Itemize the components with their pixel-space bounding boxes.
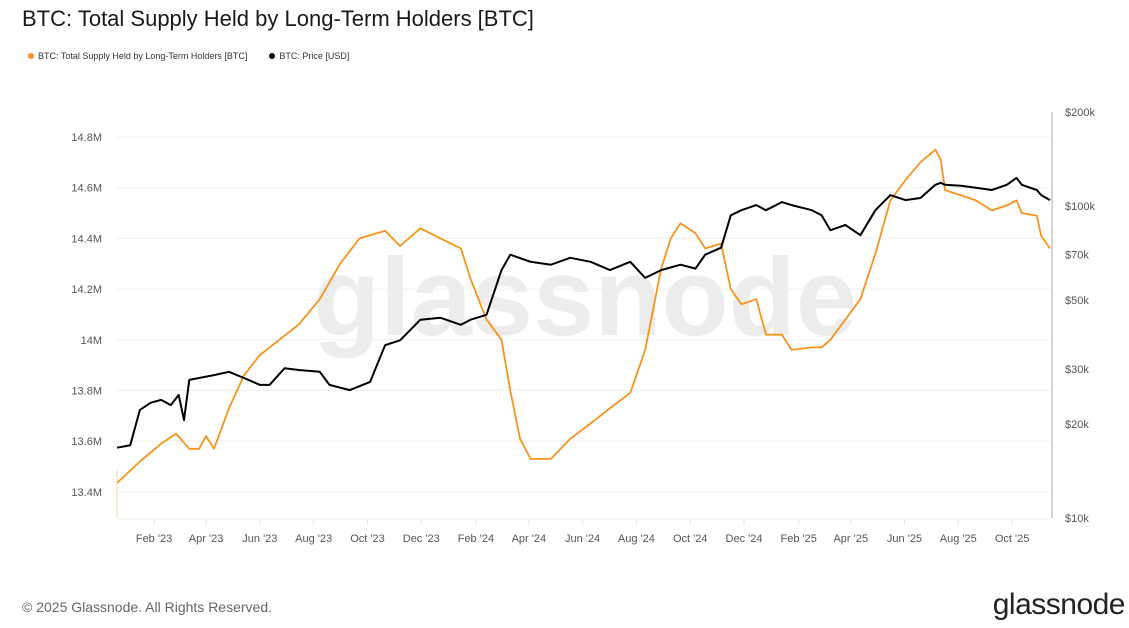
lth-supply-line (116, 148, 1051, 484)
y-left-tick-label: 13.4M (71, 487, 102, 499)
x-tick-label: Dec '23 (403, 533, 440, 545)
x-tick-label: Jun '23 (242, 533, 277, 545)
x-tick-label: Apr '24 (512, 533, 547, 545)
y-left-tick-label: 13.6M (71, 436, 102, 448)
legend-item-price[interactable]: BTC: Price [USD] (269, 51, 349, 61)
legend-label: BTC: Total Supply Held by Long-Term Hold… (38, 51, 248, 61)
x-tick-label: Jun '24 (565, 533, 600, 545)
x-tick-label: Feb '24 (458, 533, 494, 545)
y-right-tick-label: $10k (1065, 513, 1089, 525)
y-right-tick-label: $30k (1065, 364, 1089, 376)
y-right-tick-label: $200k (1065, 107, 1095, 119)
x-tick-label: Oct '24 (673, 533, 708, 545)
legend-dot-orange (28, 53, 34, 59)
x-tick-label: Jun '25 (887, 533, 922, 545)
watermark: glassnode (313, 236, 857, 359)
legend: BTC: Total Supply Held by Long-Term Hold… (28, 51, 349, 61)
x-tick-label: Feb '23 (136, 533, 172, 545)
price-line (116, 176, 1051, 449)
y-left-tick-label: 14.4M (71, 233, 102, 245)
y-right-tick-label: $100k (1065, 201, 1095, 213)
legend-dot-black (269, 53, 276, 59)
x-tick-label: Apr '23 (189, 533, 224, 545)
x-tick-label: Oct '23 (350, 533, 385, 545)
x-tick-label: Feb '25 (780, 533, 816, 545)
glassnode-logo[interactable]: glassnode (992, 588, 1126, 621)
copyright: © 2025 Glassnode. All Rights Reserved. (22, 599, 273, 615)
y-left-tick-label: 13.8M (71, 386, 102, 398)
x-tick-label: Aug '24 (618, 533, 655, 545)
x-tick-label: Aug '25 (940, 533, 977, 545)
x-tick-label: Oct '25 (995, 533, 1030, 545)
y-right-tick-label: $50k (1065, 295, 1089, 307)
y-left-tick-label: 14.6M (71, 183, 102, 195)
legend-label: BTC: Price [USD] (279, 51, 350, 61)
y-left-tick-label: 14M (81, 335, 102, 347)
y-left-tick-label: 14.2M (71, 284, 102, 296)
y-left-tick-label: 14.8M (71, 132, 102, 144)
x-tick-label: Apr '25 (833, 533, 868, 545)
x-tick-label: Dec '24 (726, 533, 763, 545)
x-tick-label: Aug '23 (295, 533, 332, 545)
legend-item-lth-supply[interactable]: BTC: Total Supply Held by Long-Term Hold… (28, 51, 247, 61)
y-right-tick-label: $70k (1065, 249, 1089, 261)
chart-title: BTC: Total Supply Held by Long-Term Hold… (22, 6, 534, 31)
y-right-tick-label: $20k (1065, 419, 1089, 431)
